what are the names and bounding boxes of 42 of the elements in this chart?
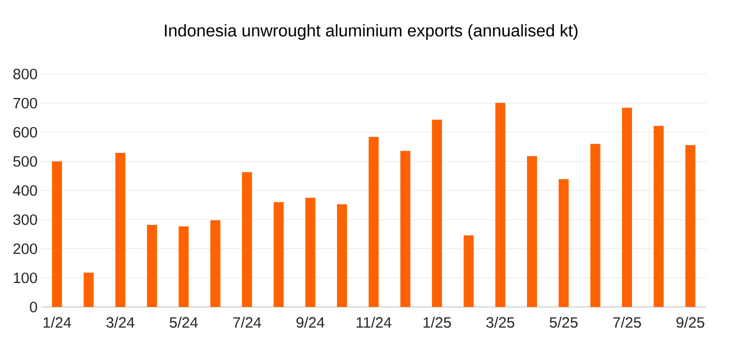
- x-tick-label: 1/24: [44, 316, 72, 328]
- y-tick-label: 400: [13, 185, 38, 196]
- bar: [242, 172, 252, 307]
- bar: [464, 235, 474, 307]
- bar: [147, 224, 158, 307]
- bar: [590, 144, 600, 307]
- x-tick-label: 5/25: [550, 316, 578, 328]
- y-tick-label: 700: [13, 98, 38, 108]
- x-tick-label: 3/24: [106, 316, 134, 328]
- bar: [337, 204, 348, 307]
- y-tick-label: 500: [13, 156, 38, 167]
- y-tick-label: 800: [13, 68, 38, 80]
- x-tick-label: 3/25: [486, 316, 514, 328]
- x-tick-label: 11/24: [356, 316, 392, 328]
- x-tick-label: 1/25: [424, 316, 451, 328]
- bar: [622, 108, 632, 307]
- x-tick-label: 7/25: [613, 316, 641, 328]
- bar: [368, 136, 379, 307]
- bar: [654, 126, 664, 307]
- bar: [558, 179, 569, 307]
- y-tick-label: 100: [14, 272, 38, 284]
- x-tick-label: 5/24: [170, 316, 198, 328]
- bar: [400, 150, 410, 307]
- y-tick-label: 0: [30, 302, 38, 312]
- bar: [495, 102, 506, 307]
- bar: [84, 272, 94, 307]
- bar: [115, 152, 126, 307]
- x-tick-label: 9/24: [296, 316, 324, 328]
- y-tick-label: 300: [13, 214, 38, 225]
- x-tick-label: 9/25: [676, 316, 704, 328]
- bar: [274, 202, 284, 307]
- bar: [52, 161, 62, 307]
- y-tick-label: 200: [13, 243, 38, 254]
- bar: [432, 120, 442, 307]
- x-tick-label: 7/24: [233, 316, 262, 328]
- chart-title: Indonesia unwrought aluminium exports (annualised kt): [164, 24, 578, 40]
- bar: [305, 198, 316, 307]
- bar: [527, 156, 538, 307]
- bar: [685, 145, 696, 307]
- y-tick-label: 600: [13, 126, 38, 138]
- bar: [178, 226, 189, 307]
- bar: [210, 220, 220, 307]
